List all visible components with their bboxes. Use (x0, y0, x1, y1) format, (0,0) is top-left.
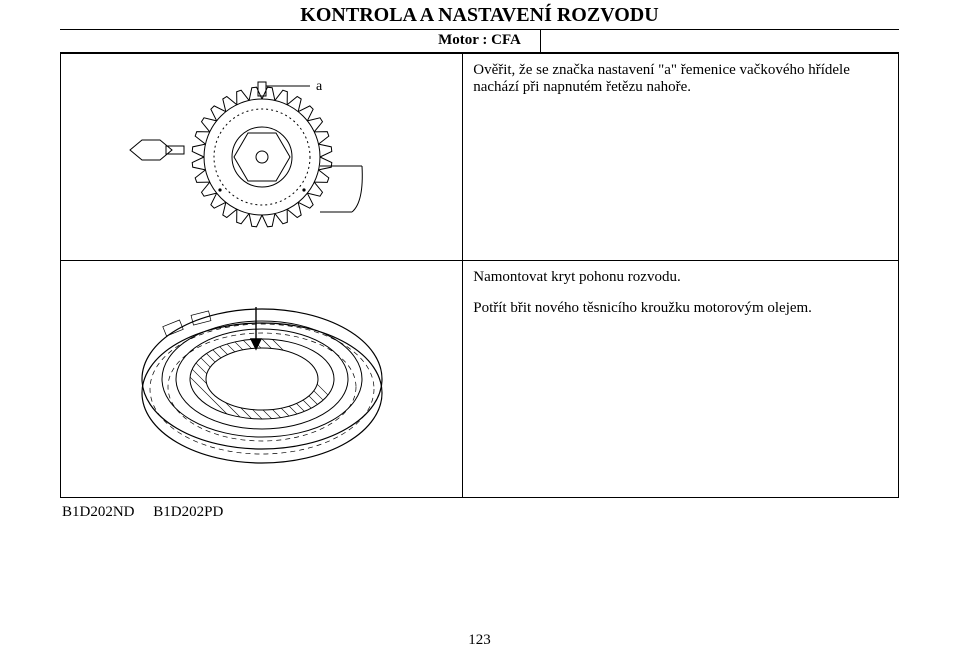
page-number: 123 (468, 632, 491, 649)
seal-instruction-1: Namontovat kryt pohonu rozvodu. (473, 269, 888, 286)
gear-label-a: a (316, 79, 323, 94)
caption-left: B1D202ND (62, 504, 135, 520)
page-title: KONTROLA A NASTAVENÍ ROZVODU (0, 4, 959, 27)
seal-text-cell: Namontovat kryt pohonu rozvodu. Potřít b… (463, 261, 899, 498)
gear-image-cell: a (61, 54, 463, 261)
seal-instruction-2: Potřít břit nového těsnicího kroužku mot… (473, 300, 888, 317)
content-table: a Ověřit, že se značka nastavení "a" řem… (60, 53, 899, 498)
figure-captions: B1D202ND B1D202PD (62, 504, 959, 521)
caption-right: B1D202PD (153, 504, 223, 520)
gear-instruction: Ověřit, že se značka nastavení "a" řemen… (473, 62, 888, 96)
gear-diagram: a (112, 62, 412, 242)
subtitle-row: Motor : CFA (60, 30, 899, 53)
seal-image-cell (61, 261, 463, 498)
seal-diagram (112, 269, 412, 479)
row-seal: Namontovat kryt pohonu rozvodu. Potřít b… (61, 261, 899, 498)
subtitle-text: Motor : CFA (438, 32, 521, 49)
subtitle-divider (540, 30, 541, 52)
row-gear: a Ověřit, že se značka nastavení "a" řem… (61, 54, 899, 261)
gear-text-cell: Ověřit, že se značka nastavení "a" řemen… (463, 54, 899, 261)
